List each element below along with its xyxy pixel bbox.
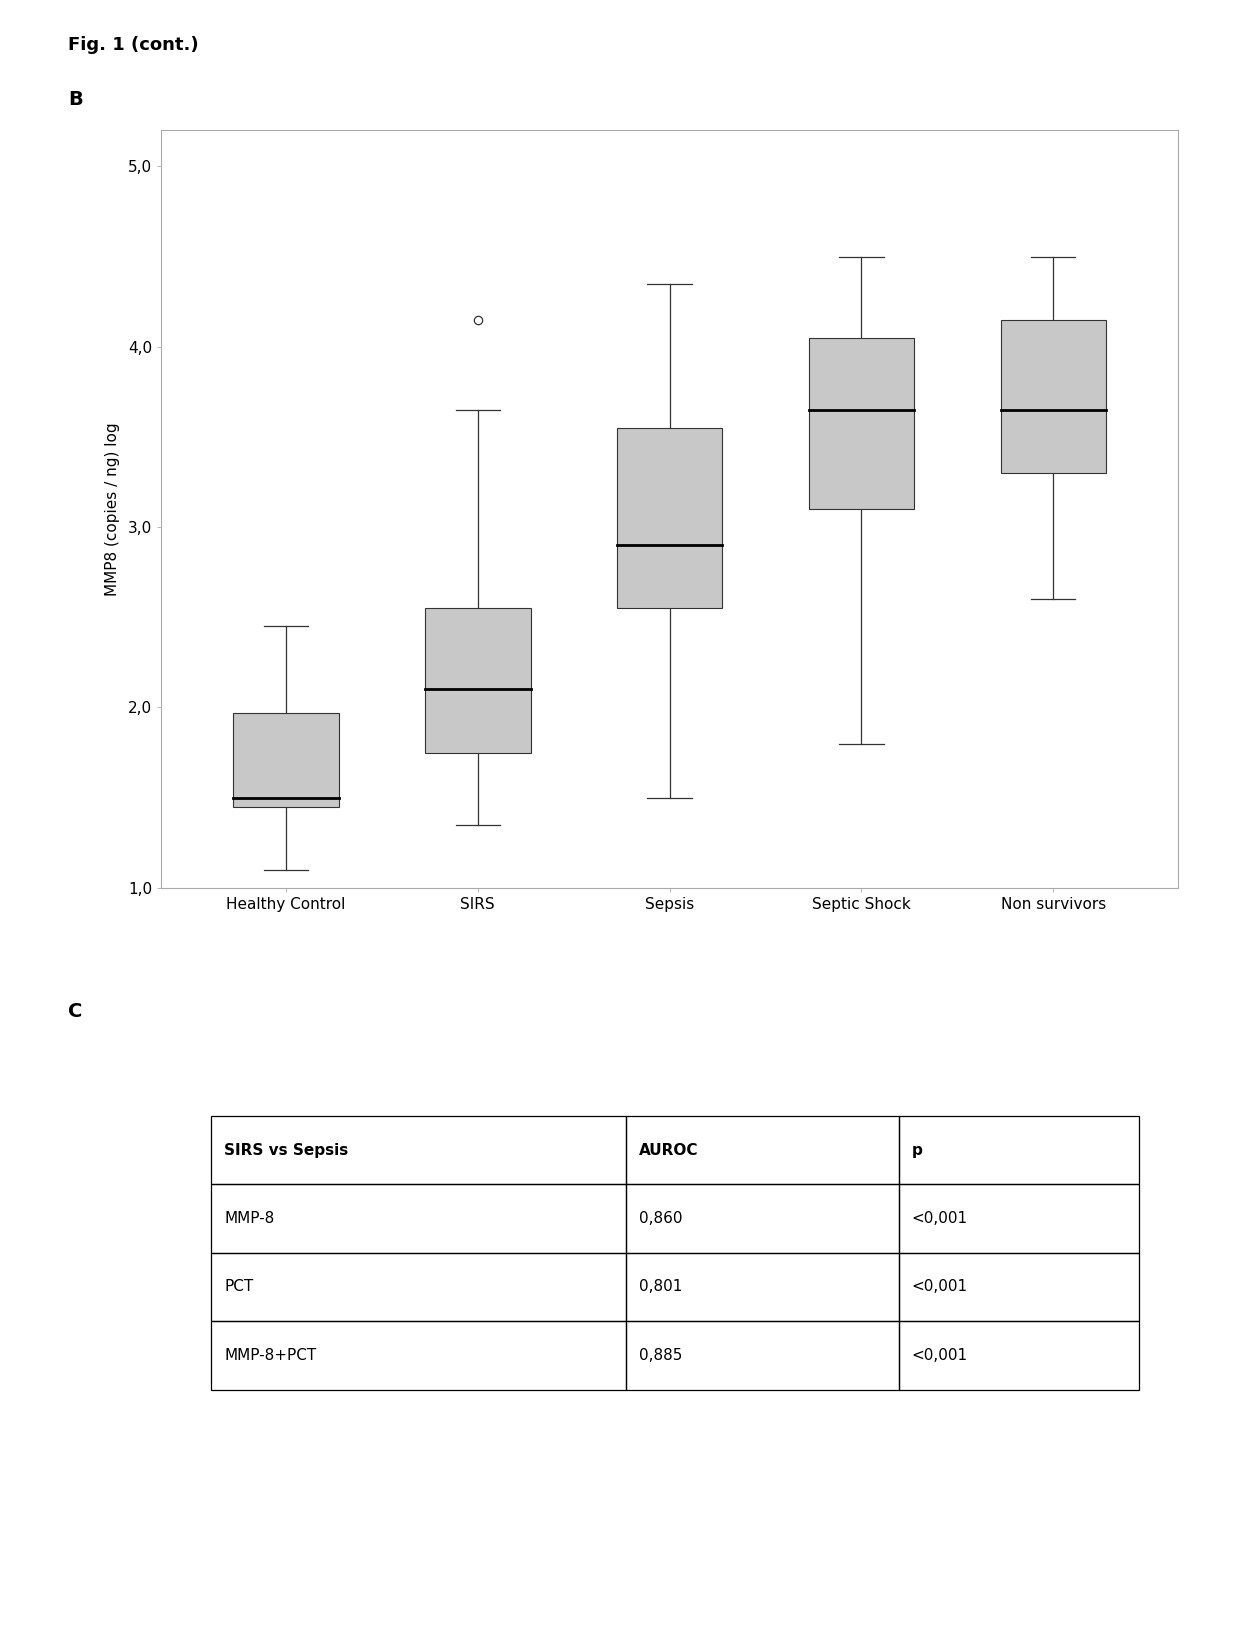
Text: <0,001: <0,001 [911,1347,968,1363]
Text: MMP-8+PCT: MMP-8+PCT [224,1347,316,1363]
Bar [211,1184,626,1253]
Bar [899,1321,1138,1390]
Bar [211,1321,626,1390]
Bar [899,1253,1138,1321]
Text: p: p [911,1142,923,1158]
Bar [425,608,531,753]
Y-axis label: MMP8 (copies / ng) log: MMP8 (copies / ng) log [104,422,119,596]
Bar [899,1184,1138,1253]
Text: Fig. 1 (cont.): Fig. 1 (cont.) [68,36,198,54]
Bar [1001,319,1106,472]
Bar [233,714,339,806]
Text: <0,001: <0,001 [911,1279,968,1295]
Bar [626,1253,899,1321]
Bar [211,1253,626,1321]
Text: 0,885: 0,885 [639,1347,682,1363]
Text: <0,001: <0,001 [911,1210,968,1227]
Text: PCT: PCT [224,1279,254,1295]
Bar [211,1116,626,1184]
Text: 0,860: 0,860 [639,1210,682,1227]
Text: B: B [68,90,83,109]
Text: SIRS vs Sepsis: SIRS vs Sepsis [224,1142,348,1158]
Bar [616,428,723,608]
Text: MMP-8: MMP-8 [224,1210,274,1227]
Text: 0,801: 0,801 [639,1279,682,1295]
Bar [626,1321,899,1390]
Bar [899,1116,1138,1184]
Text: AUROC: AUROC [639,1142,698,1158]
Bar [808,337,914,510]
Bar [626,1184,899,1253]
Bar [626,1116,899,1184]
Text: C: C [68,1002,83,1021]
